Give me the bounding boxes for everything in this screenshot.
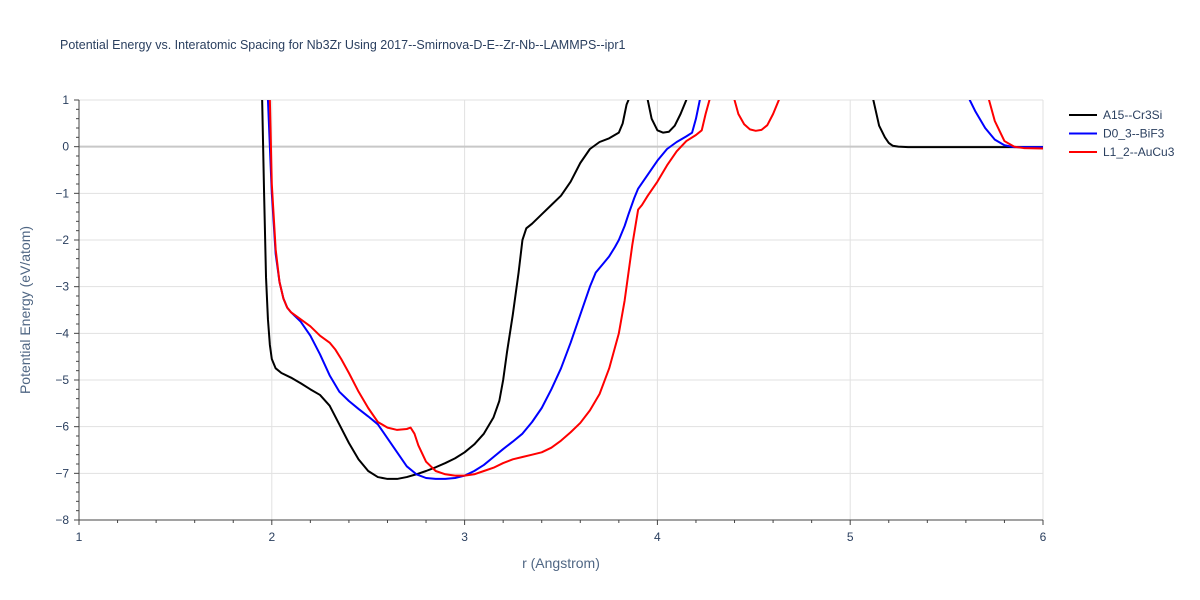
y-tick-label: −1 bbox=[55, 186, 69, 200]
x-tick-label: 1 bbox=[76, 530, 83, 544]
legend-label: D0_3--BiF3 bbox=[1103, 127, 1165, 141]
series-line-0 bbox=[261, 100, 630, 480]
x-tick-label: 6 bbox=[1040, 530, 1047, 544]
legend-item[interactable]: L1_2--AuCu3 bbox=[1069, 145, 1175, 159]
plot-area bbox=[261, 100, 1043, 480]
series-line-5 bbox=[268, 100, 711, 477]
y-tick-label: −8 bbox=[55, 513, 69, 527]
y-tick-label: −2 bbox=[55, 233, 69, 247]
legend-item[interactable]: A15--Cr3Si bbox=[1069, 108, 1162, 122]
series-line-6 bbox=[733, 100, 780, 132]
series-line-7 bbox=[988, 100, 1043, 150]
series-line-1 bbox=[646, 100, 688, 134]
y-tick-label: −5 bbox=[55, 373, 69, 387]
y-tick-label: −7 bbox=[55, 466, 69, 480]
y-tick-label: 1 bbox=[62, 93, 69, 107]
y-axis-title: Potential Energy (eV/atom) bbox=[17, 226, 33, 394]
legend-label: L1_2--AuCu3 bbox=[1103, 145, 1175, 159]
tick-labels: 1 2 3 4 5 6 −8 −7 −6 −5 −4 −3 −2 −1 0 1 bbox=[55, 93, 1046, 544]
legend-label: A15--Cr3Si bbox=[1103, 108, 1162, 122]
series-line-3 bbox=[266, 100, 701, 480]
y-tick-label: 0 bbox=[62, 140, 69, 154]
y-tick-label: −6 bbox=[55, 420, 69, 434]
x-tick-label: 3 bbox=[461, 530, 468, 544]
series-line-2 bbox=[872, 100, 1043, 149]
x-tick-label: 4 bbox=[654, 530, 661, 544]
axes bbox=[74, 99, 1044, 525]
x-tick-label: 2 bbox=[268, 530, 275, 544]
y-tick-label: −3 bbox=[55, 280, 69, 294]
x-tick-label: 5 bbox=[847, 530, 854, 544]
x-axis-title: r (Angstrom) bbox=[522, 555, 600, 571]
y-tick-label: −4 bbox=[55, 326, 69, 340]
legend-item[interactable]: D0_3--BiF3 bbox=[1069, 127, 1165, 141]
grid bbox=[79, 99, 1044, 520]
legend[interactable]: A15--Cr3Si D0_3--BiF3 L1_2--AuCu3 bbox=[1069, 108, 1175, 159]
chart-title: Potential Energy vs. Interatomic Spacing… bbox=[60, 38, 625, 52]
